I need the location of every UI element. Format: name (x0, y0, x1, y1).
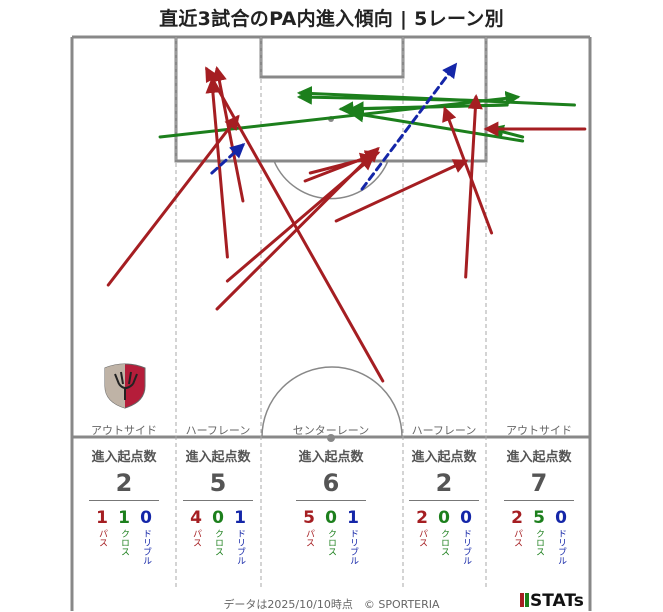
pass-count: 2 (511, 508, 523, 528)
dribble-arrow (210, 142, 246, 175)
center-circle (261, 366, 403, 438)
entry-count-label: 進入起点数 (298, 450, 364, 465)
stats-logo: STATs (520, 591, 584, 611)
entry-count-total: 2 (435, 469, 453, 497)
entry-count-total: 6 (322, 469, 340, 497)
cross-label: クロス (213, 529, 223, 556)
entry-count-total: 5 (209, 469, 227, 497)
lane-stats: 進入起点数 2 2 パス 0 クロス 0 ドリブル (399, 446, 489, 565)
goal-area (259, 35, 405, 79)
entry-count-label: 進入起点数 (411, 450, 477, 465)
pass-count: 2 (416, 508, 428, 528)
dribble-label: ドリブル (556, 529, 566, 565)
divider (296, 500, 366, 501)
cross-count: 0 (438, 508, 450, 528)
divider (409, 500, 479, 501)
lane-stats: 進入起点数 2 1 パス 1 クロス 0 ドリブル (79, 446, 169, 565)
dribble-label: ドリブル (461, 529, 471, 565)
lane-name: アウトサイド (91, 424, 157, 437)
entry-count-label: 進入起点数 (185, 450, 251, 465)
divider (504, 500, 574, 501)
entry-arrows (106, 62, 587, 383)
divider (183, 500, 253, 501)
pass-label: パス (512, 529, 522, 547)
dribble-count: 0 (460, 508, 472, 528)
cross-count: 1 (118, 508, 130, 528)
lane-stats: 進入起点数 7 2 パス 5 クロス 0 ドリブル (494, 446, 584, 565)
dribble-count: 1 (347, 508, 359, 528)
penalty-arc (273, 160, 389, 200)
cross-arrow (158, 90, 521, 139)
pass-arrow (205, 78, 229, 259)
pass-label: パス (191, 529, 201, 547)
lane-stats: 進入起点数 5 4 パス 0 クロス 1 ドリブル (173, 446, 263, 565)
lane-name: ハーフレーン (185, 424, 251, 437)
cross-count: 0 (212, 508, 224, 528)
pass-count: 4 (190, 508, 202, 528)
divider (89, 500, 159, 501)
lane-stats: 進入起点数 6 5 パス 0 クロス 1 ドリブル (286, 446, 376, 565)
dribble-count: 0 (140, 508, 152, 528)
dribble-count: 1 (234, 508, 246, 528)
cross-label: クロス (439, 529, 449, 556)
dribble-count: 0 (555, 508, 567, 528)
pass-arrow (442, 106, 494, 235)
cross-arrow (348, 107, 525, 143)
entry-count-label: 進入起点数 (506, 450, 572, 465)
dribble-arrow (360, 62, 458, 191)
pass-label: パス (417, 529, 427, 547)
pass-label: パス (97, 529, 107, 547)
lane-name: ハーフレーン (411, 424, 477, 437)
pass-arrow (215, 146, 380, 311)
dribble-label: ドリブル (141, 529, 151, 565)
pass-count: 5 (303, 508, 315, 528)
entry-count-total: 2 (115, 469, 133, 497)
pass-count: 1 (96, 508, 108, 528)
pass-arrow (308, 152, 376, 175)
chart-title: 直近3試合のPA内進入傾向 | 5レーン別 (159, 8, 504, 30)
cross-arrow (296, 89, 504, 105)
pass-label: パス (304, 529, 314, 547)
cross-label: クロス (326, 529, 336, 556)
cross-label: クロス (534, 529, 544, 556)
pass-arrow (211, 66, 245, 203)
pass-arrow (334, 159, 469, 223)
lane-name: センターレーン (292, 424, 370, 437)
cross-count: 5 (533, 508, 545, 528)
lane-name: アウトサイド (506, 424, 572, 437)
center-spot (327, 434, 335, 442)
dribble-label: ドリブル (348, 529, 358, 565)
pitch-lines (70, 35, 592, 611)
footer-note: データは2025/10/10時点 © SPORTERIA (223, 598, 440, 611)
cross-label: クロス (119, 529, 129, 556)
pass-arrow (464, 94, 483, 279)
entry-count-label: 進入起点数 (91, 450, 157, 465)
dribble-label: ドリブル (235, 529, 245, 565)
cross-count: 0 (325, 508, 337, 528)
club-crest-icon (104, 363, 146, 409)
entry-count-total: 7 (530, 469, 548, 497)
